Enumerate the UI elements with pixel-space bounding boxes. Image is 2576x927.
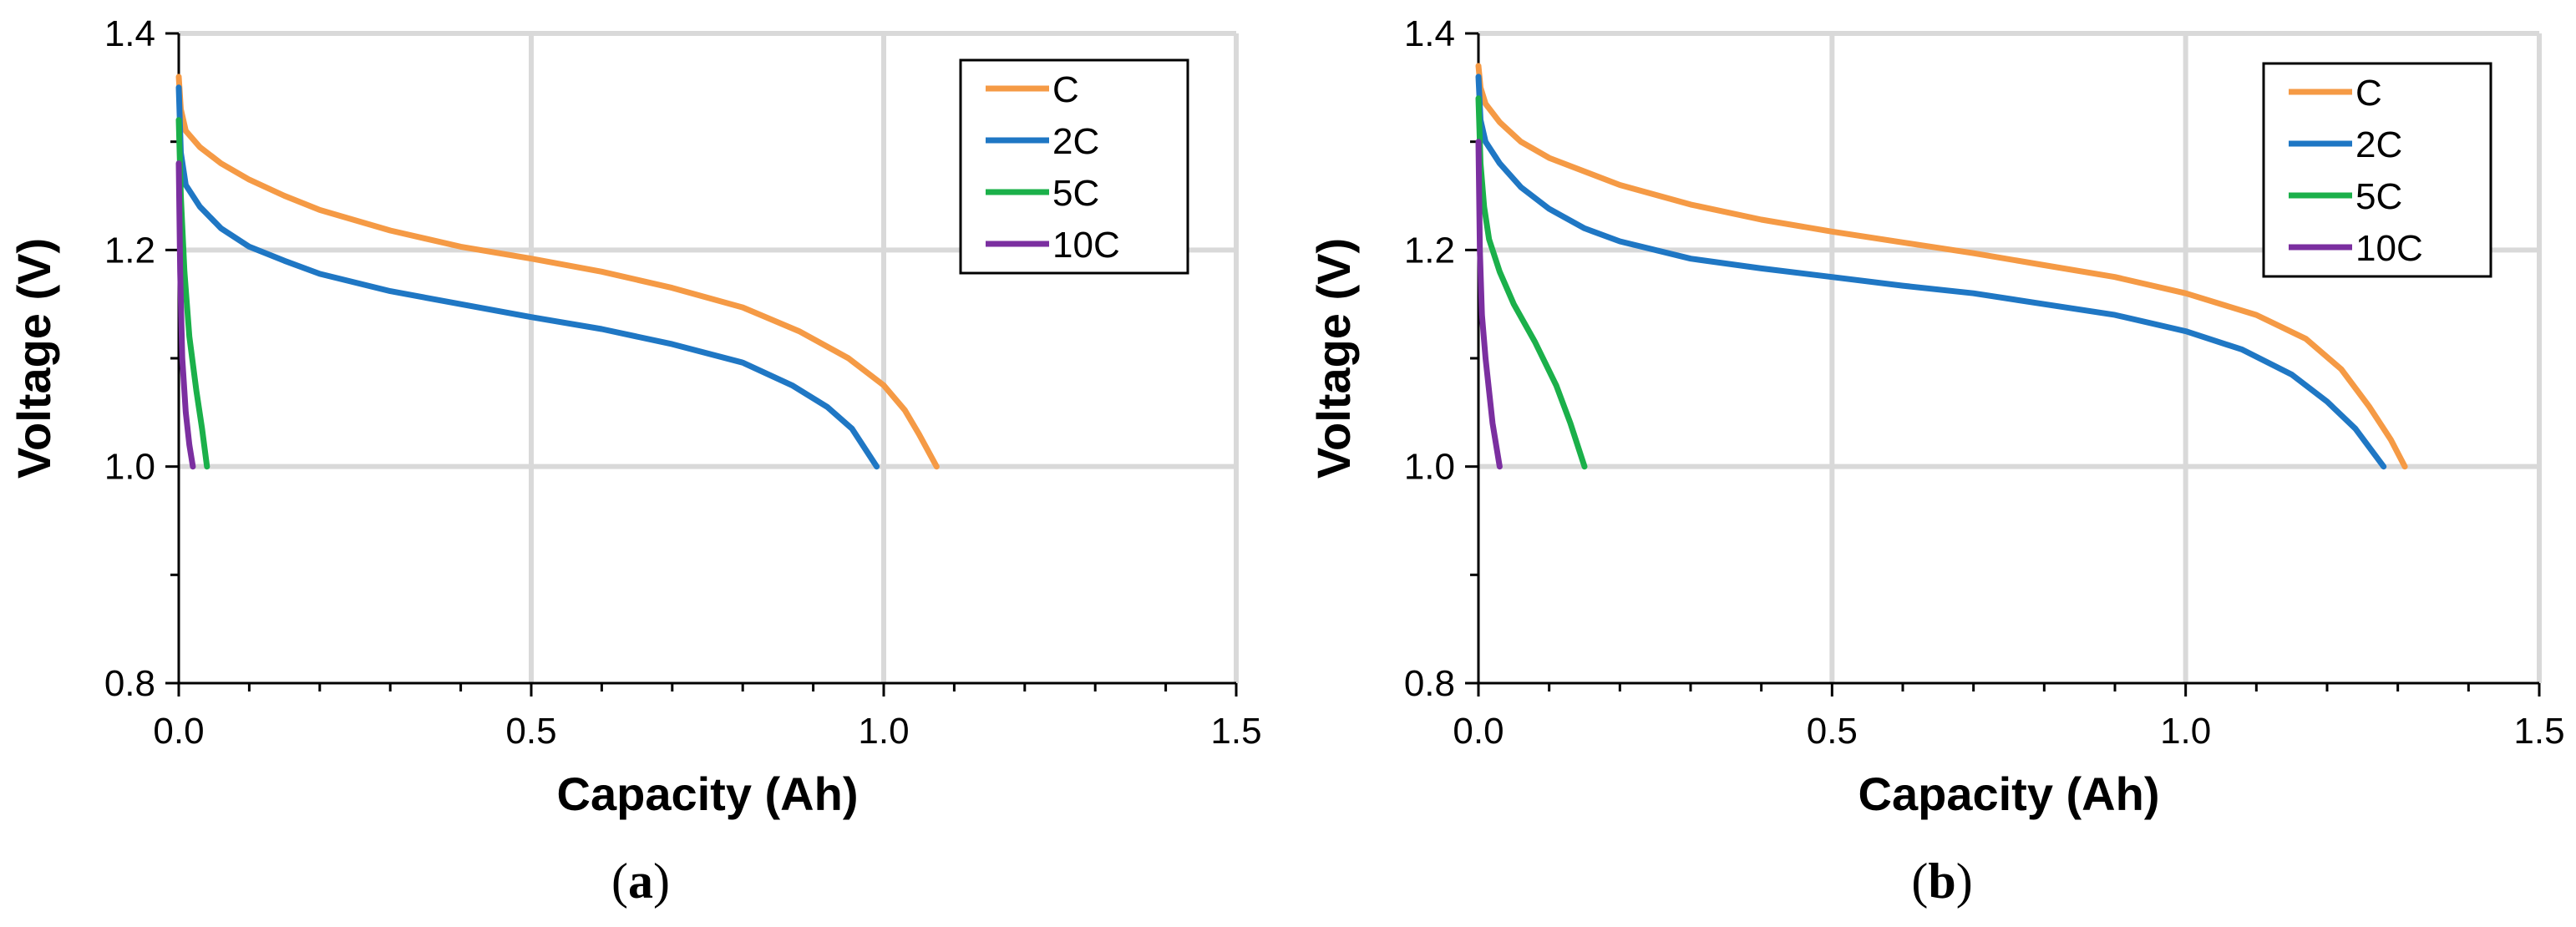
legend-label-2C: 2C — [1052, 121, 1099, 162]
x-tick-label: 0.5 — [505, 711, 556, 752]
y-tick-label: 0.8 — [104, 663, 155, 704]
legend-label-C: C — [1052, 69, 1079, 110]
legend-label-10C: 10C — [1052, 225, 1120, 266]
legend-label-5C: 5C — [2355, 176, 2402, 217]
series-line-2C — [175, 84, 880, 470]
legend-label-5C: 5C — [1052, 173, 1099, 214]
panel-label: (a) — [611, 854, 670, 909]
series-line-2C — [1475, 73, 2387, 470]
y-tick-label: 1.2 — [104, 230, 155, 271]
legend-box — [2262, 62, 2492, 278]
y-tick-label: 1.0 — [1404, 447, 1455, 488]
y-axis-title: Voltage (V) — [1307, 238, 1360, 479]
series-line-5C — [1475, 95, 1588, 470]
y-tick-label: 1.4 — [1404, 13, 1455, 54]
y-tick-label: 1.2 — [1404, 230, 1455, 271]
x-tick-label: 0.0 — [153, 711, 204, 752]
x-tick-label: 0.5 — [1807, 711, 1858, 752]
panel-label: (b) — [1911, 854, 1972, 909]
y-tick-label: 1.4 — [104, 13, 155, 54]
x-tick-label: 1.0 — [2160, 711, 2211, 752]
y-tick-label: 0.8 — [1404, 663, 1455, 704]
series-line-10C — [175, 160, 196, 470]
x-tick-label: 1.5 — [1210, 711, 1261, 752]
series-line-C — [175, 73, 940, 470]
chart-panel-b: 0.0 0.5 1.0 1.5 0.8 1.0 1.2 1.4 Capacity (Ah) Vol… — [1307, 13, 2565, 909]
y-axis-title: Voltage (V) — [8, 238, 60, 479]
series-line-10C — [1475, 139, 1503, 470]
legend-box — [959, 58, 1189, 275]
x-tick-label: 1.0 — [858, 711, 909, 752]
x-tick-label: 0.0 — [1453, 711, 1504, 752]
y-tick-label: 1.0 — [104, 447, 155, 488]
series-line-C — [1475, 63, 2408, 470]
legend-label-10C: 10C — [2355, 228, 2423, 269]
legend-label-C: C — [2355, 73, 2382, 114]
x-tick-label: 1.5 — [2513, 711, 2564, 752]
x-axis-title: Capacity (Ah) — [557, 767, 859, 820]
legend-label-2C: 2C — [2355, 124, 2402, 165]
chart-panel-a: 0.0 0.5 1.0 1.5 0.8 1.0 1.2 1.4 Capacity (Ah) Vol… — [8, 13, 1262, 909]
x-axis-title: Capacity (Ah) — [1858, 767, 2160, 820]
